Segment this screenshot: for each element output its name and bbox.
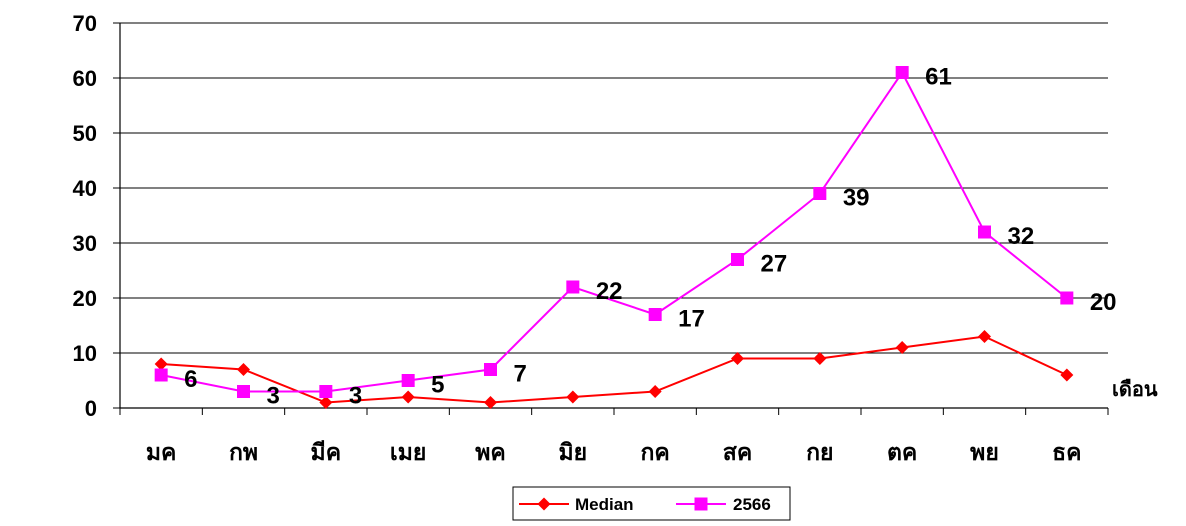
- data-label: 20: [1090, 289, 1117, 316]
- data-label: 17: [678, 306, 705, 333]
- diamond-marker: [319, 396, 333, 409]
- diamond-marker: [895, 341, 909, 354]
- y-axis-ticks: 0 10 20 30 40 50 60 70: [73, 11, 120, 421]
- diamond-marker: [484, 396, 497, 409]
- diamond-marker: [1060, 368, 1074, 382]
- data-label: 27: [761, 251, 788, 278]
- x-tick-label: กพ: [229, 440, 258, 466]
- y-tick-label: 0: [85, 396, 97, 421]
- x-tick-label: พค: [475, 440, 506, 466]
- x-tick-label: กย: [806, 440, 833, 466]
- y-tick-label: 50: [73, 121, 97, 146]
- series-layer: [154, 66, 1074, 409]
- diamond-marker: [731, 352, 744, 365]
- data-label: 5: [431, 372, 444, 399]
- x-tick-label: พย: [970, 440, 999, 466]
- data-label: 7: [514, 361, 527, 388]
- data-label: 61: [925, 64, 952, 91]
- square-marker: [813, 187, 827, 200]
- legend: Median 2566: [512, 486, 791, 521]
- y-tick-label: 70: [73, 11, 97, 36]
- diamond-marker: [813, 352, 827, 365]
- diamond-marker: [648, 385, 662, 398]
- diamond-marker: [154, 357, 168, 371]
- legend-item-median: Median: [519, 495, 634, 514]
- x-tick-label: มิย: [559, 440, 588, 466]
- x-tick-label: เมย: [390, 440, 427, 466]
- x-axis-ticks: มค กพ มีค เมย พค มิย กค สค กย ตค พย ธค: [119, 408, 1109, 466]
- square-marker: [319, 385, 333, 398]
- y-tick-label: 60: [73, 66, 97, 91]
- square-marker: [648, 308, 662, 321]
- grid-lines: [120, 22, 1108, 354]
- diamond-marker: [978, 330, 991, 343]
- square-marker: [978, 225, 991, 239]
- legend-marker: [537, 497, 551, 511]
- data-label: 32: [1008, 223, 1035, 250]
- axes: [119, 23, 1108, 409]
- x-tick-label: ธค: [1052, 440, 1081, 466]
- series-median: [154, 330, 1074, 409]
- square-marker: [401, 374, 415, 387]
- x-tick-label: สค: [723, 440, 752, 466]
- square-marker: [731, 253, 744, 266]
- series-line: [160, 70, 1068, 393]
- x-tick-label: กค: [641, 440, 670, 466]
- square-marker: [237, 385, 250, 398]
- legend-label: 2566: [733, 495, 771, 514]
- diamond-marker: [401, 390, 415, 404]
- diamond-marker: [237, 363, 250, 376]
- data-label: 39: [843, 185, 870, 212]
- data-labels: 6 3 3 5 7 22 17 27 39 61 32 20: [184, 64, 1116, 410]
- square-marker: [154, 368, 168, 382]
- series-line: [161, 335, 1068, 404]
- legend-item-2566: 2566: [676, 495, 771, 514]
- y-tick-label: 10: [73, 341, 97, 366]
- legend-label: Median: [575, 495, 634, 514]
- square-marker: [484, 363, 497, 376]
- square-marker: [895, 66, 909, 79]
- legend-marker: [694, 497, 708, 511]
- x-tick-label: มค: [146, 440, 177, 466]
- y-tick-label: 30: [73, 231, 97, 256]
- diamond-marker: [566, 390, 580, 404]
- data-label: 6: [184, 366, 197, 393]
- data-label: 22: [596, 278, 623, 305]
- x-axis-label: เดือน: [1112, 377, 1158, 401]
- square-marker: [566, 280, 580, 294]
- data-label: 3: [349, 383, 362, 410]
- x-tick-label: มีค: [311, 440, 342, 466]
- x-tick-label: ตค: [887, 440, 917, 466]
- data-label: 3: [267, 383, 280, 410]
- y-tick-label: 20: [73, 286, 97, 311]
- y-tick-label: 40: [73, 176, 97, 201]
- square-marker: [1060, 291, 1074, 305]
- series-2566: [154, 66, 1074, 398]
